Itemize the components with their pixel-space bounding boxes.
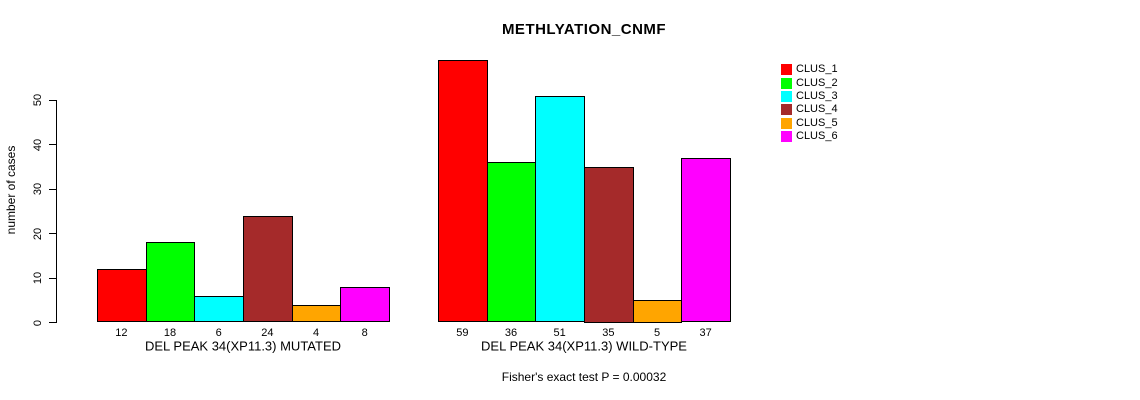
bar-value-label: 24 — [261, 327, 274, 339]
y-tick-label: 40 — [32, 138, 44, 151]
bar-value-label: 37 — [699, 327, 712, 339]
legend-color-swatch — [781, 131, 792, 143]
legend-label: CLUS_2 — [796, 76, 838, 89]
y-tick-label: 50 — [32, 93, 44, 107]
group-label: DEL PEAK 34(XP11.3) WILD-TYPE — [481, 338, 687, 354]
legend-color-swatch — [781, 64, 792, 76]
bar-clus_3-group2 — [535, 95, 585, 323]
y-axis-label: number of cases — [4, 145, 18, 235]
bar-clus_5-group1 — [292, 304, 341, 323]
legend-row: CLUS_6 — [781, 130, 838, 143]
fisher-test-caption: Fisher's exact test P = 0.00032 — [501, 370, 667, 384]
legend-label: CLUS_3 — [796, 89, 838, 102]
legend-row: CLUS_1 — [781, 63, 838, 76]
bar-clus_6-group1 — [340, 286, 390, 323]
bar-value-label: 6 — [215, 327, 222, 339]
legend-color-swatch — [781, 90, 792, 102]
bar-clus_5-group2 — [633, 300, 682, 323]
chart-title: METHLYATION_CNMF — [501, 21, 667, 38]
bar-clus_3-group1 — [194, 295, 244, 323]
legend: CLUS_1 CLUS_2 CLUS_3 CLUS_4 CLUS_5 CLUS_6 — [781, 63, 838, 143]
legend-color-swatch — [781, 77, 792, 89]
legend-label: CLUS_4 — [796, 103, 838, 116]
bar-value-label: 36 — [504, 327, 518, 339]
y-tick-label: 10 — [32, 271, 44, 285]
bar-clus_2-group1 — [146, 242, 195, 323]
bar-clus_2-group2 — [487, 162, 536, 323]
y-tick-mark — [49, 144, 56, 145]
bar-value-label: 35 — [602, 327, 615, 339]
y-tick-mark — [49, 99, 56, 101]
legend-color-swatch — [781, 117, 792, 129]
y-tick-label: 20 — [32, 227, 44, 240]
legend-label: CLUS_5 — [796, 116, 838, 129]
bar-clus_4-group1 — [243, 215, 293, 323]
y-tick-mark — [49, 322, 56, 323]
bar-value-label: 18 — [163, 327, 177, 339]
legend-row: CLUS_5 — [781, 117, 838, 130]
y-axis-line — [56, 100, 57, 323]
bar-value-label: 5 — [653, 327, 661, 339]
bar-value-label: 59 — [456, 327, 469, 339]
bar-clus_1-group1 — [97, 269, 147, 323]
legend-row: CLUS_3 — [781, 90, 838, 103]
bar-value-label: 51 — [553, 327, 566, 339]
bar-clus_4-group2 — [584, 166, 634, 323]
y-tick-mark — [49, 188, 56, 190]
bar-value-label: 8 — [361, 327, 368, 339]
y-tick-mark — [49, 277, 56, 279]
y-tick-label: 30 — [32, 182, 44, 196]
group-label: DEL PEAK 34(XP11.3) MUTATED — [144, 338, 342, 354]
legend-row: CLUS_4 — [781, 103, 838, 116]
bar-clus_1-group2 — [438, 59, 488, 323]
bar-value-label: 4 — [312, 327, 320, 339]
legend-color-swatch — [781, 104, 792, 116]
bar-value-label: 12 — [115, 327, 128, 339]
y-tick-label: 0 — [32, 319, 44, 326]
legend-row: CLUS_2 — [781, 76, 838, 89]
bar-clus_6-group2 — [681, 157, 731, 323]
legend-label: CLUS_1 — [796, 63, 838, 76]
y-tick-mark — [49, 233, 56, 234]
legend-label: CLUS_6 — [796, 130, 838, 143]
